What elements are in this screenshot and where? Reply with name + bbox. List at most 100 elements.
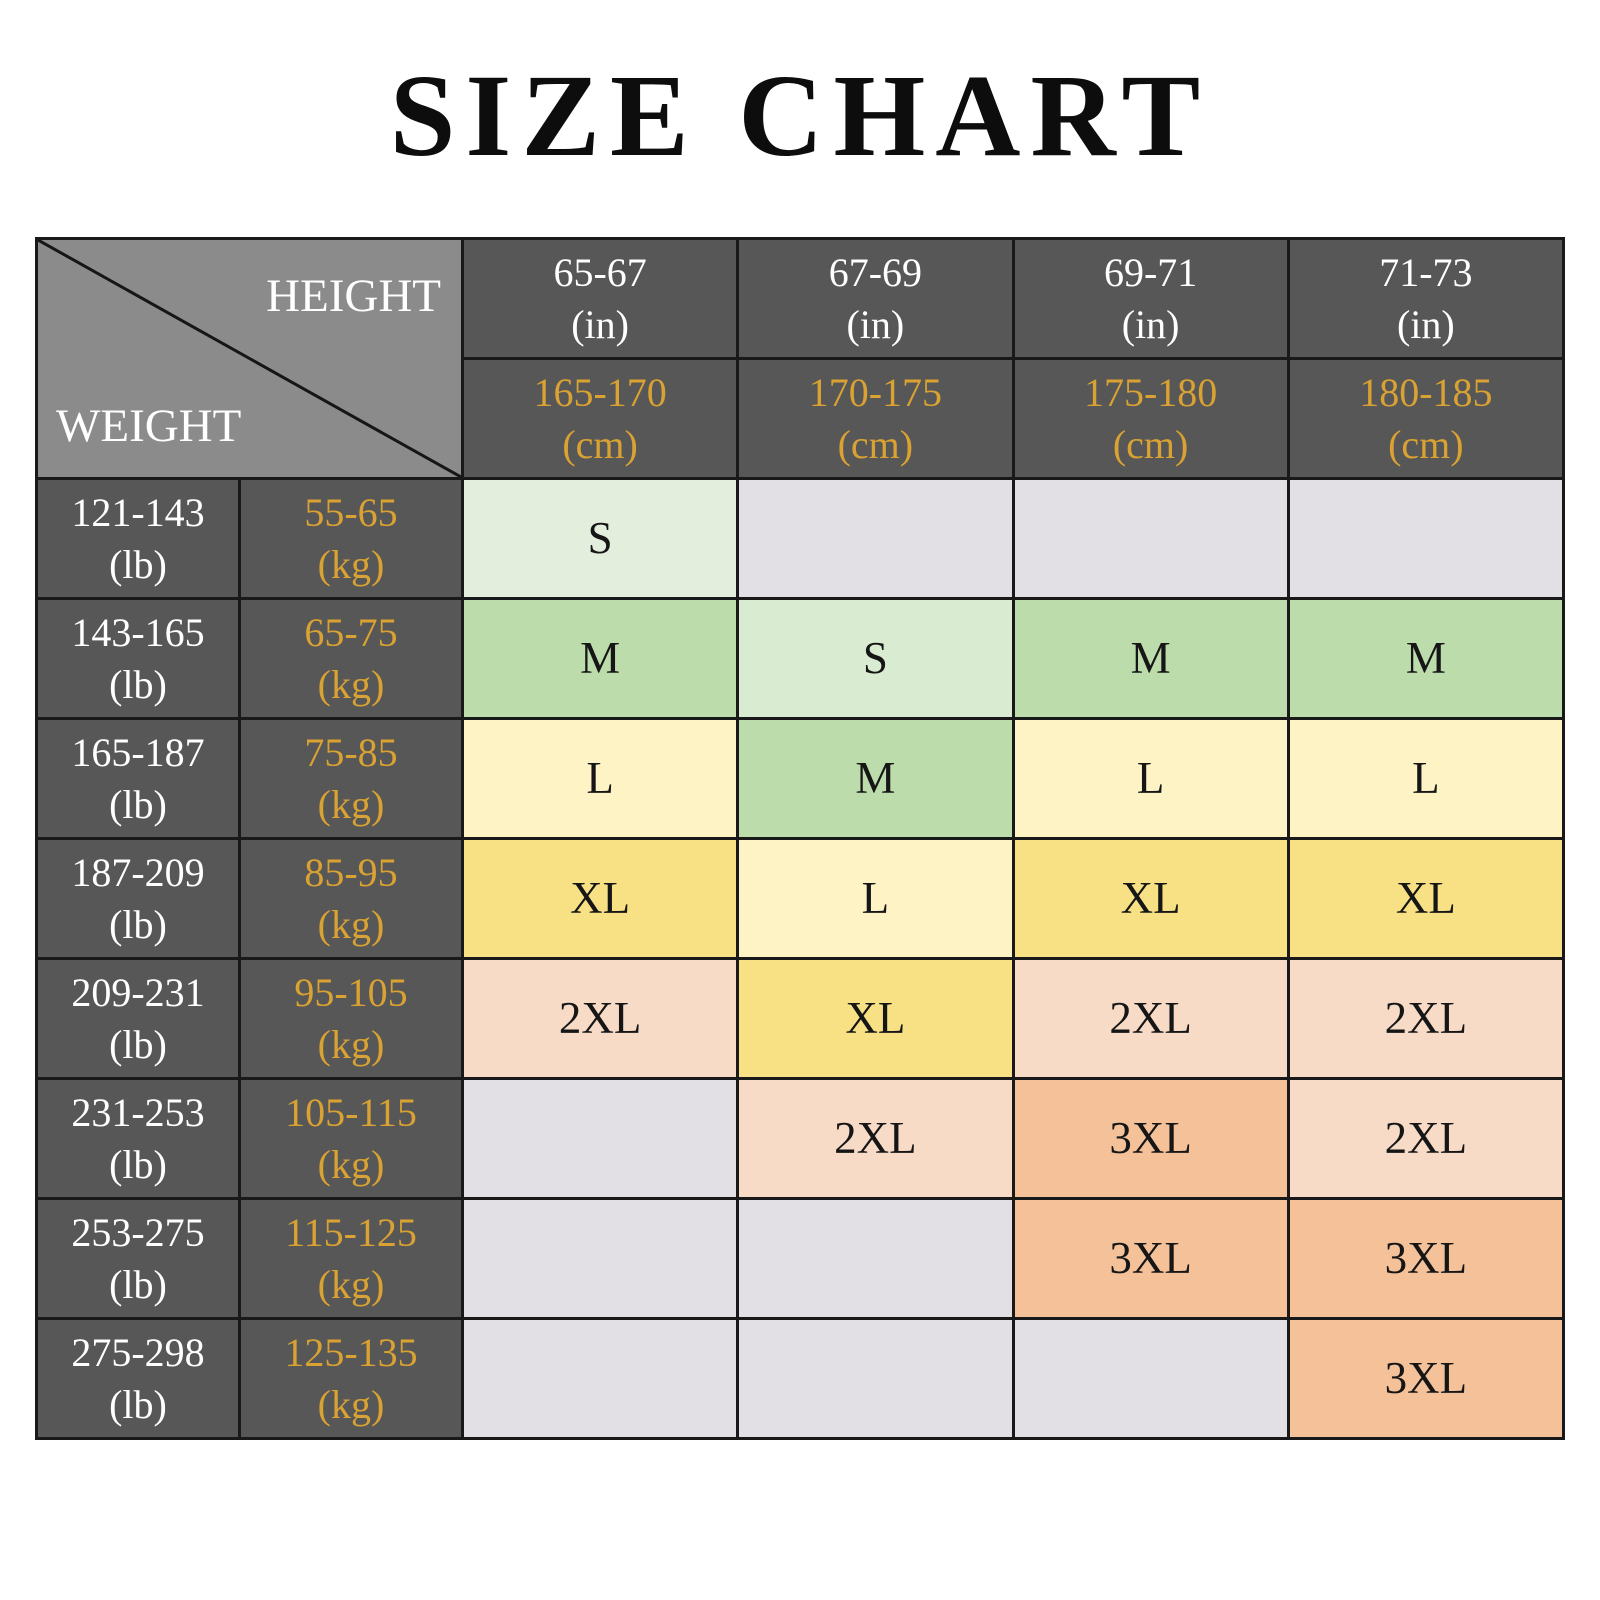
diagonal-divider-line <box>38 240 461 477</box>
weight-lb-value: 143-165 <box>71 609 205 655</box>
weight-kg-unit: (kg) <box>317 1261 385 1307</box>
weight-axis-label: WEIGHT <box>56 399 242 452</box>
weight-kg-unit: (kg) <box>317 781 385 827</box>
height-header-cm-4: 180-185 (cm) <box>1289 360 1562 477</box>
weight-kg-unit: (kg) <box>317 661 385 707</box>
weight-kg-cell-2: 65-75 (kg) <box>241 600 461 717</box>
height-cm-unit: (cm) <box>837 421 914 467</box>
size-cell-r1c1: S <box>464 480 737 597</box>
weight-lb-unit: (lb) <box>109 1021 167 1067</box>
size-cell-r5c2: XL <box>739 960 1012 1077</box>
weight-lb-unit: (lb) <box>109 1261 167 1307</box>
weight-kg-cell-3: 75-85 (kg) <box>241 720 461 837</box>
height-cm-value: 165-170 <box>533 369 667 415</box>
size-cell-r2c4: M <box>1289 600 1562 717</box>
height-cm-value: 175-180 <box>1083 369 1218 415</box>
weight-lb-unit: (lb) <box>109 541 167 587</box>
size-cell-r2c1: M <box>464 600 737 717</box>
weight-lb-cell-8: 275-298 (lb) <box>38 1320 238 1437</box>
height-in-value: 67-69 <box>828 249 923 295</box>
weight-lb-cell-6: 231-253 (lb) <box>38 1080 238 1197</box>
size-cell-r7c4: 3XL <box>1289 1200 1562 1317</box>
height-cm-unit: (cm) <box>1388 421 1464 467</box>
weight-kg-cell-5: 95-105 (kg) <box>241 960 461 1077</box>
size-cell-r6c2: 2XL <box>739 1080 1012 1197</box>
size-cell-r1c2 <box>739 480 1012 597</box>
size-cell-r8c2 <box>739 1320 1012 1437</box>
size-cell-r5c3: 2XL <box>1014 960 1287 1077</box>
weight-lb-value: 165-187 <box>71 729 205 775</box>
size-cell-r3c4: L <box>1289 720 1562 837</box>
height-axis-label: HEIGHT <box>266 270 441 322</box>
height-header-cm-3: 175-180 (cm) <box>1014 360 1287 477</box>
height-in-unit: (in) <box>846 301 905 347</box>
weight-kg-unit: (kg) <box>317 1141 385 1187</box>
page-title: SIZE CHART <box>389 50 1211 181</box>
weight-lb-unit: (lb) <box>109 1141 167 1187</box>
weight-kg-value: 55-65 <box>304 489 398 535</box>
height-in-value: 69-71 <box>1103 249 1198 295</box>
size-cell-r4c1: XL <box>464 840 737 957</box>
height-cm-unit: (cm) <box>1112 421 1189 467</box>
height-header-cm-1: 165-170 (cm) <box>464 360 737 477</box>
size-cell-r4c4: XL <box>1289 840 1562 957</box>
weight-kg-value: 125-135 <box>284 1329 418 1375</box>
size-cell-r1c3 <box>1014 480 1287 597</box>
height-in-unit: (in) <box>571 301 629 347</box>
weight-lb-value: 275-298 <box>71 1329 205 1375</box>
size-cell-r2c2: S <box>739 600 1012 717</box>
height-header-in-4: 71-73 (in) <box>1289 240 1562 357</box>
weight-kg-unit: (kg) <box>317 541 385 587</box>
corner-header-cell: HEIGHT WEIGHT <box>38 240 461 477</box>
height-header-in-1: 65-67 (in) <box>464 240 737 357</box>
size-chart-table: HEIGHT WEIGHT 65-67 (in) 67-69 (in) 69-7… <box>35 237 1565 1440</box>
weight-lb-value: 231-253 <box>71 1089 205 1135</box>
weight-lb-unit: (lb) <box>109 1381 167 1427</box>
size-cell-r3c3: L <box>1014 720 1287 837</box>
weight-lb-value: 121-143 <box>71 489 205 535</box>
weight-kg-unit: (kg) <box>317 1021 385 1067</box>
weight-lb-value: 209-231 <box>71 969 205 1015</box>
size-cell-r8c4: 3XL <box>1289 1320 1562 1437</box>
weight-kg-value: 115-125 <box>285 1209 417 1255</box>
weight-kg-cell-1: 55-65 (kg) <box>241 480 461 597</box>
size-cell-r5c1: 2XL <box>464 960 737 1077</box>
size-cell-r6c3: 3XL <box>1014 1080 1287 1197</box>
height-cm-value: 170-175 <box>808 369 943 415</box>
weight-kg-unit: (kg) <box>317 1381 385 1427</box>
size-cell-r8c1 <box>464 1320 737 1437</box>
size-cell-r3c2: M <box>739 720 1012 837</box>
weight-kg-value: 95-105 <box>294 969 408 1015</box>
height-in-value: 65-67 <box>553 249 647 295</box>
size-cell-r1c4 <box>1289 480 1562 597</box>
height-in-unit: (in) <box>1121 301 1180 347</box>
height-header-in-2: 67-69 (in) <box>739 240 1012 357</box>
weight-lb-cell-4: 187-209 (lb) <box>38 840 238 957</box>
size-cell-r3c1: L <box>464 720 737 837</box>
size-cell-r8c3 <box>1014 1320 1287 1437</box>
weight-lb-cell-5: 209-231 (lb) <box>38 960 238 1077</box>
size-cell-r4c2: L <box>739 840 1012 957</box>
height-in-unit: (in) <box>1396 301 1455 347</box>
weight-lb-cell-2: 143-165 (lb) <box>38 600 238 717</box>
height-header-cm-2: 170-175 (cm) <box>739 360 1012 477</box>
weight-kg-value: 105-115 <box>285 1089 417 1135</box>
size-cell-r5c4: 2XL <box>1289 960 1562 1077</box>
size-cell-r7c3: 3XL <box>1014 1200 1287 1317</box>
weight-lb-value: 187-209 <box>71 849 205 895</box>
weight-kg-cell-4: 85-95 (kg) <box>241 840 461 957</box>
weight-lb-unit: (lb) <box>109 661 167 707</box>
weight-kg-cell-6: 105-115 (kg) <box>241 1080 461 1197</box>
size-cell-r6c1 <box>464 1080 737 1197</box>
weight-lb-unit: (lb) <box>109 901 167 947</box>
weight-kg-value: 85-95 <box>304 849 398 895</box>
size-cell-r6c4: 2XL <box>1289 1080 1562 1197</box>
weight-kg-cell-7: 115-125 (kg) <box>241 1200 461 1317</box>
height-cm-unit: (cm) <box>562 421 638 467</box>
weight-kg-value: 65-75 <box>304 609 398 655</box>
size-cell-r7c2 <box>739 1200 1012 1317</box>
weight-lb-cell-3: 165-187 (lb) <box>38 720 238 837</box>
weight-kg-unit: (kg) <box>317 901 385 947</box>
size-cell-r7c1 <box>464 1200 737 1317</box>
weight-kg-value: 75-85 <box>304 729 398 775</box>
